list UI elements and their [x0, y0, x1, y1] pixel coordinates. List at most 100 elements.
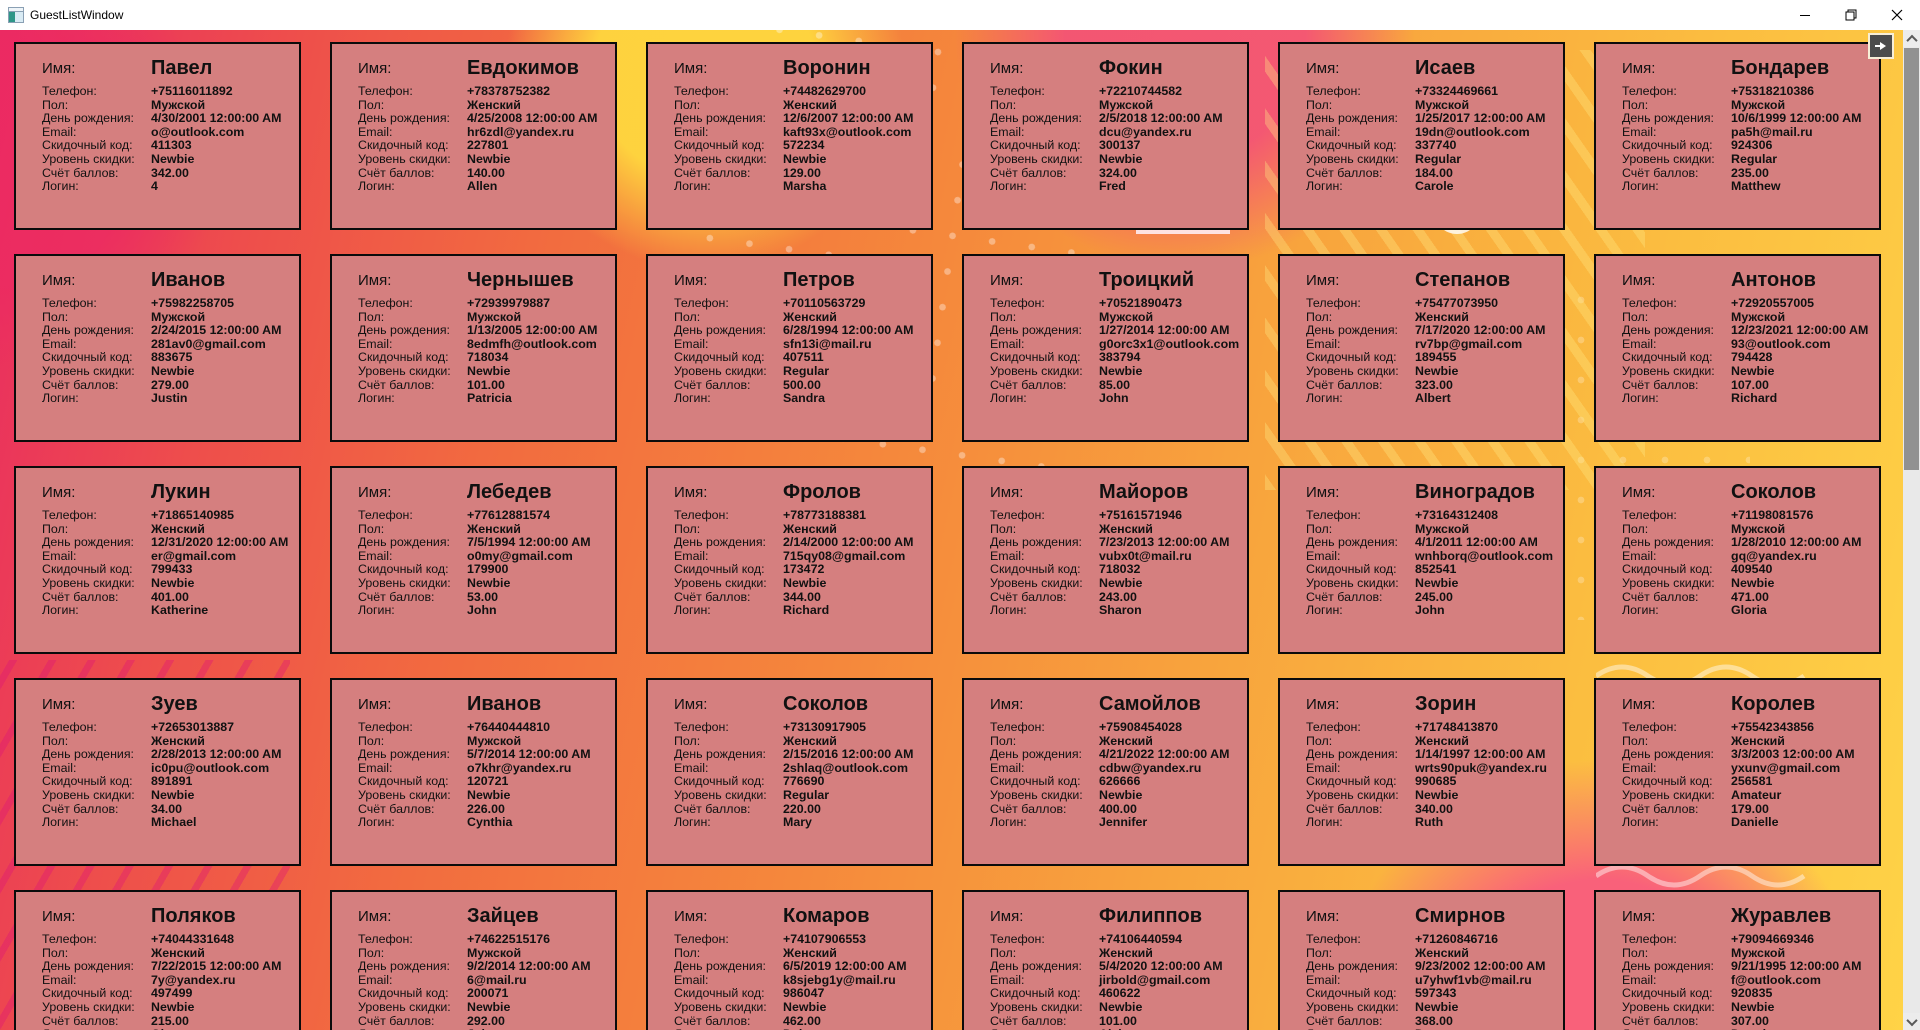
guest-card[interactable]: Имя: Соколов Телефон: +73130917905 Пол: …: [646, 678, 933, 866]
guest-card[interactable]: Имя: Антонов Телефон: +72920557005 Пол: …: [1594, 254, 1881, 442]
guest-points: 342.00: [151, 165, 189, 180]
discount-level-label: Уровень скидки:: [358, 363, 451, 378]
close-icon: [1891, 9, 1903, 21]
email-label: Email:: [358, 336, 393, 351]
scroll-down-button[interactable]: [1903, 1013, 1920, 1030]
name-label: Имя:: [42, 908, 76, 926]
guest-card[interactable]: Имя: Исаев Телефон: +73324469661 Пол: Му…: [1278, 42, 1565, 230]
guest-card[interactable]: Имя: Самойлов Телефон: +75908454028 Пол:…: [962, 678, 1249, 866]
guest-phone: +75477073950: [1415, 296, 1499, 310]
guest-email: g0orc3x1@outlook.com: [1099, 336, 1240, 351]
minimize-button[interactable]: [1782, 0, 1828, 30]
maximize-button[interactable]: [1828, 0, 1874, 30]
guest-discount-level: Newbie: [467, 999, 511, 1014]
phone-label: Телефон:: [1306, 932, 1361, 946]
discount-code-label: Скидочный код:: [674, 350, 765, 365]
guest-phone: +70521890473: [1099, 296, 1183, 310]
login-label: Логин:: [42, 815, 79, 830]
scrollbar-thumb[interactable]: [1904, 48, 1919, 470]
discount-level-label: Уровень скидки:: [42, 363, 135, 378]
login-label: Логин:: [1622, 391, 1659, 406]
guest-card[interactable]: Имя: Воронин Телефон: +74482629700 Пол: …: [646, 42, 933, 230]
guest-card[interactable]: Имя: Майоров Телефон: +75161571946 Пол: …: [962, 466, 1249, 654]
login-label: Логин:: [1306, 815, 1343, 830]
guest-card[interactable]: Имя: Комаров Телефон: +74107906553 Пол: …: [646, 890, 933, 1030]
login-label: Логин:: [358, 179, 395, 194]
guest-discount-code: 409540: [1731, 562, 1773, 577]
guest-gender: Женский: [467, 97, 521, 112]
guest-discount-code: 799433: [151, 562, 193, 577]
guest-email: cdbw@yandex.ru: [1099, 760, 1202, 775]
phone-label: Телефон:: [42, 508, 97, 522]
points-label: Счёт баллов:: [358, 589, 435, 604]
gender-label: Пол:: [990, 733, 1017, 748]
birthday-label: День рождения:: [1306, 323, 1398, 338]
birthday-label: День рождения:: [990, 323, 1082, 338]
email-label: Email:: [358, 760, 393, 775]
guest-gender: Мужской: [1731, 97, 1786, 112]
guest-card[interactable]: Имя: Поляков Телефон: +74044331648 Пол: …: [14, 890, 301, 1030]
close-button[interactable]: [1874, 0, 1920, 30]
guest-login: Allen: [467, 179, 498, 194]
guest-points: 401.00: [151, 589, 189, 604]
guest-card[interactable]: Имя: Филиппов Телефон: +74106440594 Пол:…: [962, 890, 1249, 1030]
guest-discount-code: 120721: [467, 774, 509, 789]
guest-gender: Женский: [1415, 945, 1469, 960]
title-bar[interactable]: GuestListWindow: [0, 0, 1920, 30]
phone-label: Телефон:: [1622, 720, 1677, 734]
guest-discount-level: Newbie: [467, 151, 511, 166]
guest-points: 215.00: [151, 1013, 189, 1028]
points-label: Счёт баллов:: [42, 801, 119, 816]
points-label: Счёт баллов:: [42, 1013, 119, 1028]
scroll-up-button[interactable]: [1903, 30, 1920, 47]
guest-card[interactable]: Имя: Королев Телефон: +75542343856 Пол: …: [1594, 678, 1881, 866]
discount-level-label: Уровень скидки:: [674, 151, 767, 166]
guest-points: 184.00: [1415, 165, 1453, 180]
guest-card[interactable]: Имя: Лебедев Телефон: +77612881574 Пол: …: [330, 466, 617, 654]
guest-discount-level: Newbie: [1731, 575, 1775, 590]
guest-discount-level: Newbie: [1099, 999, 1143, 1014]
guest-card[interactable]: Имя: Фролов Телефон: +78773188381 Пол: Ж…: [646, 466, 933, 654]
guest-card[interactable]: Имя: Журавлев Телефон: +79094669346 Пол:…: [1594, 890, 1881, 1030]
guest-login: Marsha: [783, 179, 827, 194]
email-label: Email:: [1622, 124, 1657, 139]
email-label: Email:: [1306, 972, 1341, 987]
guest-card[interactable]: Имя: Лукин Телефон: +71865140985 Пол: Же…: [14, 466, 301, 654]
guest-card[interactable]: Имя: Бондарев Телефон: +75318210386 Пол:…: [1594, 42, 1881, 230]
guest-card[interactable]: Имя: Зайцев Телефон: +74622515176 Пол: М…: [330, 890, 617, 1030]
phone-label: Телефон:: [990, 508, 1045, 522]
gender-label: Пол:: [1622, 733, 1649, 748]
guest-card[interactable]: Имя: Смирнов Телефон: +71260846716 Пол: …: [1278, 890, 1565, 1030]
guest-discount-code: 626666: [1099, 774, 1141, 789]
guest-card[interactable]: Имя: Соколов Телефон: +71198081576 Пол: …: [1594, 466, 1881, 654]
guest-card[interactable]: Имя: Иванов Телефон: +75982258705 Пол: М…: [14, 254, 301, 442]
discount-level-label: Уровень скидки:: [1306, 363, 1399, 378]
gender-label: Пол:: [1622, 521, 1649, 536]
guest-points: 323.00: [1415, 377, 1453, 392]
phone-label: Телефон:: [1622, 508, 1677, 522]
guest-card[interactable]: Имя: Зорин Телефон: +71748413870 Пол: Же…: [1278, 678, 1565, 866]
guest-card[interactable]: Имя: Чернышев Телефон: +72939979887 Пол:…: [330, 254, 617, 442]
guest-card[interactable]: Имя: Троицкий Телефон: +70521890473 Пол:…: [962, 254, 1249, 442]
guest-card[interactable]: Имя: Степанов Телефон: +75477073950 Пол:…: [1278, 254, 1565, 442]
guest-email: k8sjebg1y@mail.ru: [783, 972, 896, 987]
guest-card[interactable]: Имя: Фокин Телефон: +72210744582 Пол: Му…: [962, 42, 1249, 230]
guest-discount-code: 460622: [1099, 986, 1141, 1001]
vertical-scrollbar[interactable]: [1903, 30, 1920, 1030]
birthday-label: День рождения:: [674, 323, 766, 338]
guest-card[interactable]: Имя: Виноградов Телефон: +73164312408 По…: [1278, 466, 1565, 654]
guest-discount-level: Newbie: [1731, 999, 1775, 1014]
email-label: Email:: [42, 760, 77, 775]
guest-card[interactable]: Имя: Евдокимов Телефон: +78378752382 Пол…: [330, 42, 617, 230]
collapse-arrow-icon: [1875, 42, 1886, 50]
guest-birthday: 7/22/2015 12:00:00 AM: [151, 959, 282, 974]
guest-card[interactable]: Имя: Петров Телефон: +70110563729 Пол: Ж…: [646, 254, 933, 442]
login-label: Логин:: [1622, 603, 1659, 618]
guest-points: 344.00: [783, 589, 821, 604]
guest-discount-code: 718032: [1099, 562, 1141, 577]
guest-card[interactable]: Имя: Павел Телефон: +75116011892 Пол: Му…: [14, 42, 301, 230]
guest-discount-level: Newbie: [151, 787, 195, 802]
guest-card[interactable]: Имя: Иванов Телефон: +76440444810 Пол: М…: [330, 678, 617, 866]
collapse-arrow-button[interactable]: [1868, 33, 1894, 59]
guest-card[interactable]: Имя: Зуев Телефон: +72653013887 Пол: Жен…: [14, 678, 301, 866]
